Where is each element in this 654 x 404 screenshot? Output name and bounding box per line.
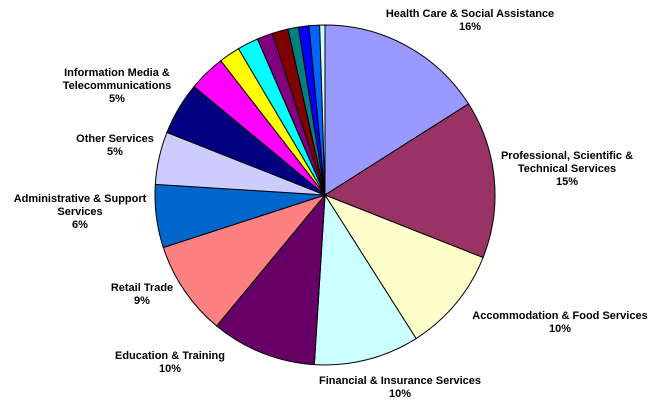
slice-label: Professional, Scientific & Technical Ser… — [492, 150, 642, 189]
category-name: Health Care & Social Assistance — [385, 8, 555, 20]
value-label: 10% — [548, 323, 572, 335]
value-label: 6% — [72, 219, 88, 231]
pie-slice — [319, 24, 326, 196]
value-label: 15% — [555, 176, 579, 188]
category-name: Financial & Insurance Services — [318, 375, 482, 387]
slice-label: Information Media & Telecommunications 5% — [52, 67, 182, 106]
value-label: 9% — [134, 295, 150, 307]
slice-label: Education & Training 10% — [100, 350, 240, 376]
value-label: 10% — [388, 388, 412, 400]
pie-slice — [323, 103, 496, 259]
slice-label: Other Services 5% — [65, 133, 165, 159]
category-name: Accommodation & Food Services — [472, 310, 648, 322]
category-name: Education & Training — [114, 350, 225, 362]
pie-slice — [162, 193, 327, 327]
value-label: 5% — [107, 146, 123, 158]
category-name: Retail Trade — [110, 282, 174, 294]
pie-slice — [215, 193, 326, 366]
slice-label: Health Care & Social Assistance 16% — [370, 8, 570, 34]
value-label: 10% — [158, 363, 182, 375]
pie-slice — [313, 193, 417, 366]
category-name: Information Media & Telecommunications — [62, 67, 172, 92]
value-label: 16% — [458, 21, 482, 33]
slice-label: Accommodation & Food Services 10% — [460, 310, 654, 336]
category-name: Administrative & Support Services — [13, 193, 147, 218]
value-label: 5% — [109, 93, 125, 105]
slice-label: Financial & Insurance Services 10% — [300, 375, 500, 401]
pie-slice — [324, 24, 470, 196]
category-name: Other Services — [76, 133, 154, 145]
category-name: Professional, Scientific & Technical Ser… — [500, 150, 634, 175]
slice-label: Administrative & Support Services 6% — [5, 193, 155, 232]
pie-slice — [323, 193, 484, 340]
slice-label: Retail Trade 9% — [92, 282, 192, 308]
